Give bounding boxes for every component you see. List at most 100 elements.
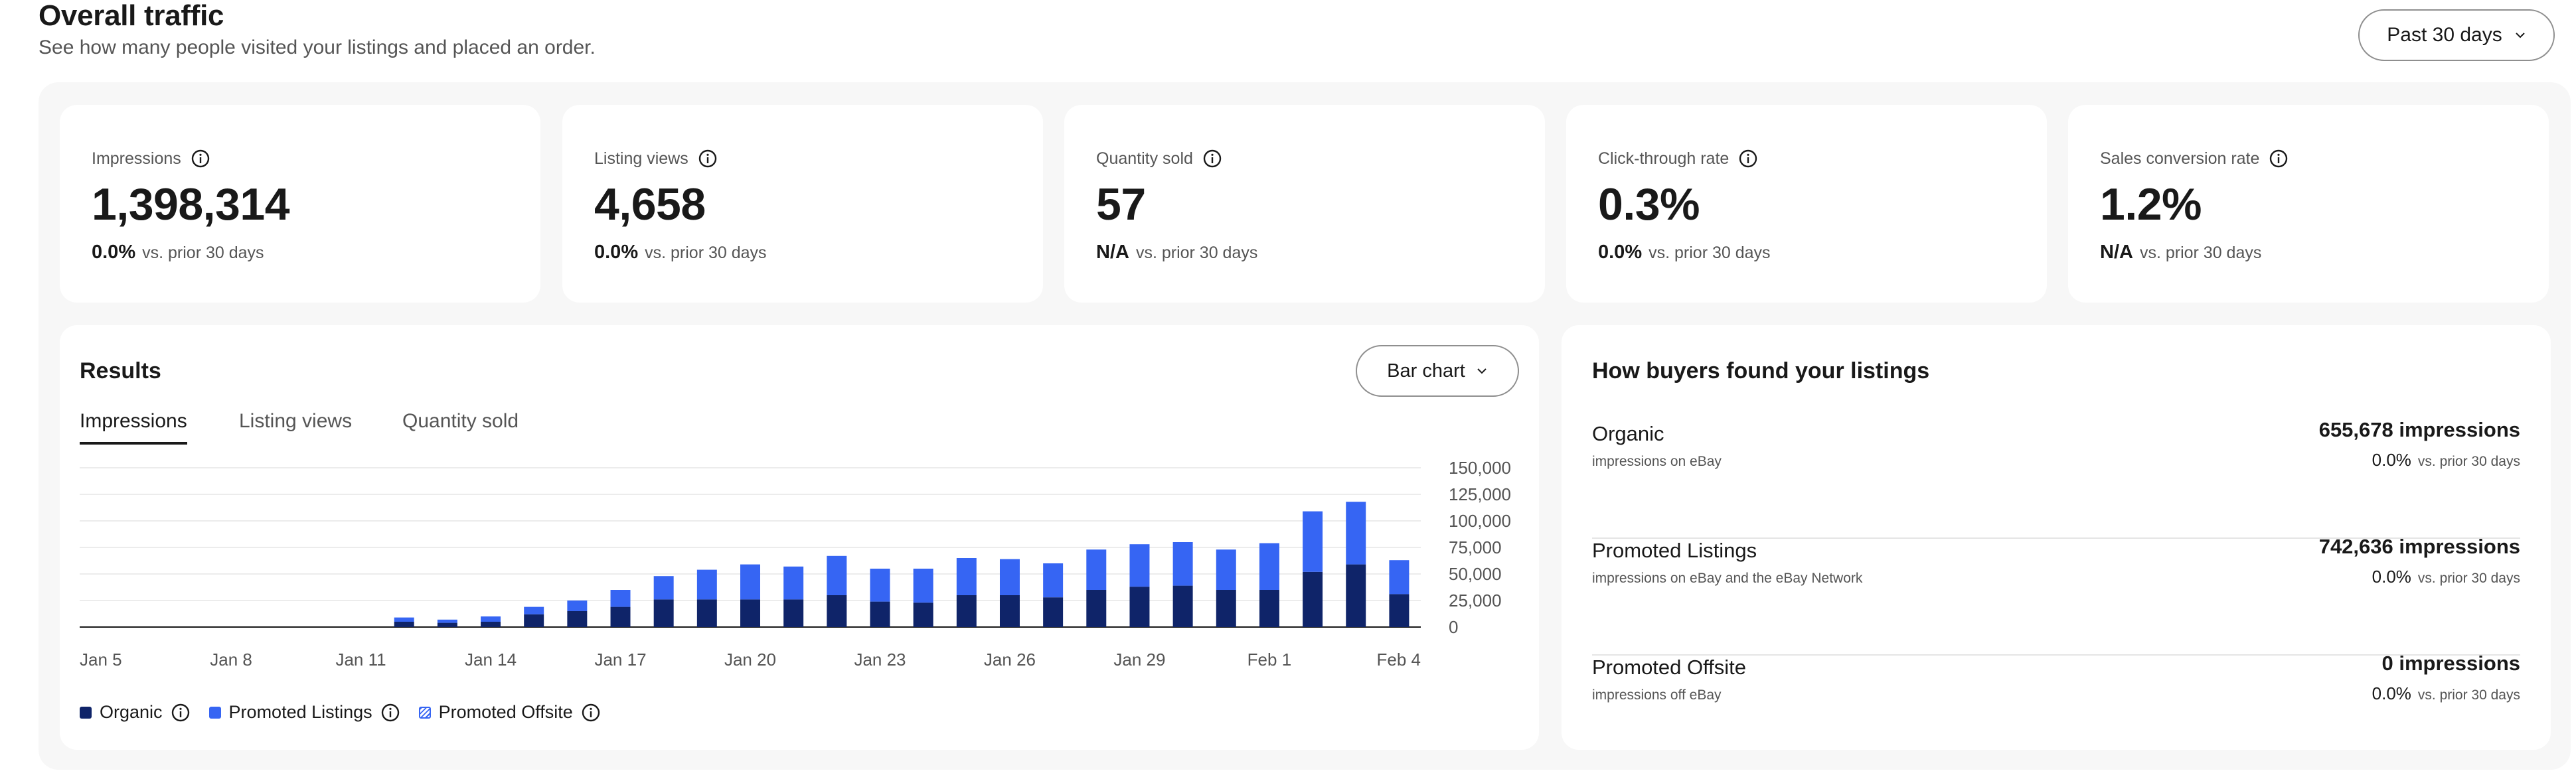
- results-card: Results Bar chart Impressions Listing vi…: [60, 325, 1539, 750]
- x-tick-label: Jan 29: [1113, 650, 1165, 670]
- x-tick-label: Jan 5: [80, 650, 122, 670]
- kpi-change-suffix: vs. prior 30 days: [645, 244, 767, 262]
- bar-promoted-listings: [1303, 511, 1323, 572]
- source-row-promoted-offsite: Promoted Offsite impressions off eBay 0 …: [1592, 652, 2520, 772]
- kpi-card-click-through-rate: Click-through rate 0.3% 0.0% vs. prior 30…: [1566, 105, 2047, 303]
- y-tick-label: 125,000: [1449, 484, 1511, 504]
- source-impressions: 655,678 impressions: [2318, 418, 2520, 441]
- kpi-change-suffix: vs. prior 30 days: [142, 244, 264, 262]
- bar-promoted-listings: [1172, 542, 1193, 586]
- bar-promoted-listings: [437, 619, 457, 623]
- chart-type-label: Bar chart: [1387, 360, 1465, 382]
- bar-organic: [437, 622, 457, 627]
- info-icon[interactable]: [171, 703, 191, 723]
- page-title: Overall traffic: [39, 0, 224, 32]
- info-icon[interactable]: [191, 149, 210, 169]
- bar-promoted-listings: [1129, 544, 1150, 587]
- legend-item-promoted-listings: Promoted Listings: [208, 702, 400, 723]
- info-icon[interactable]: [698, 149, 718, 169]
- info-icon[interactable]: [581, 703, 601, 723]
- x-tick-label: Jan 8: [210, 650, 252, 670]
- legend-label: Promoted Listings: [228, 702, 372, 722]
- x-tick-label: Jan 26: [984, 650, 1036, 670]
- kpi-change: N/A vs. prior 30 days: [2100, 242, 2261, 263]
- kpi-change-value: N/A: [2100, 242, 2133, 263]
- kpi-change: 0.0% vs. prior 30 days: [1598, 242, 1771, 263]
- info-icon[interactable]: [1738, 149, 1758, 169]
- source-row-organic: Organic impressions on eBay 655,678 impr…: [1592, 418, 2520, 539]
- kpi-label: Sales conversion rate: [2100, 149, 2289, 169]
- bar-promoted-listings: [999, 559, 1020, 595]
- legend-swatch-promoted-offsite: [418, 706, 431, 719]
- kpi-label-text: Click-through rate: [1598, 149, 1730, 168]
- bar-organic: [1129, 587, 1150, 627]
- bar-organic: [870, 601, 890, 627]
- bar-promoted-listings: [696, 569, 717, 600]
- bar-promoted-listings: [870, 569, 890, 602]
- source-description: impressions on eBay: [1592, 454, 1722, 469]
- info-icon[interactable]: [380, 703, 400, 723]
- source-name: Promoted Listings: [1592, 539, 1757, 562]
- y-tick-label: 50,000: [1449, 564, 1502, 584]
- period-dropdown[interactable]: Past 30 days: [2358, 9, 2555, 61]
- buyer-sources-card: How buyers found your listings Organic i…: [1562, 325, 2551, 750]
- bar-promoted-listings: [956, 558, 977, 595]
- kpi-label: Listing views: [594, 149, 718, 169]
- bar-organic: [1086, 590, 1107, 627]
- legend-item-promoted-offsite: Promoted Offsite: [418, 702, 601, 723]
- info-icon[interactable]: [2269, 149, 2289, 169]
- source-description: impressions off eBay: [1592, 687, 1722, 703]
- page-header: Overall traffic See how many people visi…: [39, 0, 596, 60]
- bar-promoted-listings: [1043, 563, 1064, 598]
- source-row-promoted-listings: Promoted Listings impressions on eBay an…: [1592, 535, 2520, 656]
- bar-promoted-listings: [783, 566, 804, 600]
- bar-organic: [653, 599, 674, 627]
- y-tick-label: 25,000: [1449, 591, 1502, 610]
- bar-organic: [1043, 597, 1064, 627]
- kpi-value: 1,398,314: [92, 179, 290, 230]
- chart-legend: Organic Promoted Listings Promoted Offsi…: [80, 702, 601, 723]
- source-change-value: 0.0%: [2372, 450, 2411, 470]
- bar-promoted-listings: [913, 569, 933, 603]
- info-icon[interactable]: [1202, 149, 1222, 169]
- bar-promoted-listings: [481, 616, 501, 622]
- kpi-change: N/A vs. prior 30 days: [1096, 242, 1257, 263]
- chevron-down-icon: [2516, 33, 2525, 38]
- kpi-card-quantity-sold: Quantity sold 57 N/A vs. prior 30 days: [1064, 105, 1545, 303]
- legend-swatch-organic: [80, 706, 92, 719]
- source-change-suffix: vs. prior 30 days: [2417, 571, 2520, 586]
- bar-promoted-listings: [610, 590, 631, 607]
- kpi-card-impressions: Impressions 1,398,314 0.0% vs. prior 30 d…: [60, 105, 540, 303]
- source-impressions: 0 impressions: [2381, 652, 2520, 675]
- x-tick-label: Jan 14: [465, 650, 517, 670]
- kpi-change-suffix: vs. prior 30 days: [2139, 244, 2262, 262]
- kpi-change-value: 0.0%: [92, 242, 136, 263]
- bar-promoted-listings: [1216, 549, 1236, 590]
- bar-organic: [1389, 594, 1409, 627]
- tab-impressions[interactable]: Impressions: [80, 410, 187, 445]
- legend-swatch-promoted-listings: [208, 706, 221, 719]
- bar-organic: [1303, 571, 1323, 627]
- bar-organic: [913, 602, 933, 627]
- source-description: impressions on eBay and the eBay Network: [1592, 571, 1863, 586]
- source-name: Organic: [1592, 422, 1664, 445]
- x-tick-label: Feb 1: [1248, 650, 1292, 670]
- bar-organic: [956, 595, 977, 627]
- y-tick-label: 0: [1449, 617, 1458, 637]
- legend-label: Organic: [100, 702, 163, 722]
- tab-listing-views[interactable]: Listing views: [239, 410, 353, 432]
- kpi-change: 0.0% vs. prior 30 days: [594, 242, 767, 263]
- kpi-label-text: Listing views: [594, 149, 688, 168]
- source-name: Promoted Offsite: [1592, 656, 1747, 679]
- source-change: 0.0% vs. prior 30 days: [2372, 567, 2520, 587]
- kpi-card-listing-views: Listing views 4,658 0.0% vs. prior 30 day…: [562, 105, 1043, 303]
- bar-promoted-listings: [394, 617, 414, 622]
- bar-organic: [783, 599, 804, 627]
- kpi-value: 57: [1096, 179, 1146, 230]
- chart-type-dropdown[interactable]: Bar chart: [1356, 345, 1519, 397]
- bar-promoted-listings: [1346, 502, 1366, 565]
- kpi-change-value: N/A: [1096, 242, 1129, 263]
- source-change: 0.0% vs. prior 30 days: [2372, 683, 2520, 704]
- tab-quantity-sold[interactable]: Quantity sold: [402, 410, 519, 432]
- kpi-label-text: Sales conversion rate: [2100, 149, 2260, 168]
